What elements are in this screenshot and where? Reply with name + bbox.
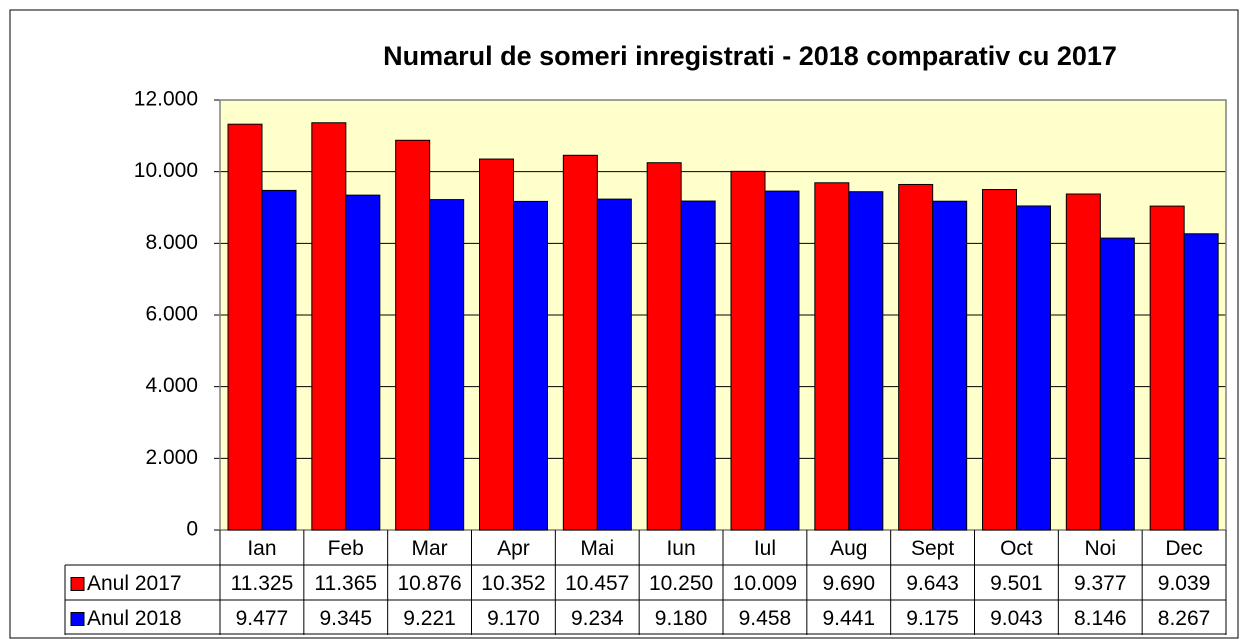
legend-swatch bbox=[70, 577, 85, 591]
bar bbox=[311, 122, 347, 531]
bar bbox=[227, 123, 263, 531]
x-tick-label: Noi bbox=[1084, 537, 1116, 560]
data-label: 8.267 bbox=[1158, 607, 1211, 630]
x-tick-label: Ian bbox=[247, 537, 276, 560]
data-label: 11.365 bbox=[314, 572, 377, 595]
data-label: 9.377 bbox=[1074, 572, 1127, 595]
bar bbox=[814, 182, 850, 531]
x-tick-label: Iun bbox=[666, 537, 695, 560]
chart-title: Numarul de someri inregistrati - 2018 co… bbox=[383, 41, 1117, 71]
bar bbox=[848, 191, 884, 531]
bar bbox=[395, 139, 431, 531]
bar bbox=[1149, 205, 1185, 531]
data-label: 9.458 bbox=[739, 607, 792, 630]
bar bbox=[513, 200, 548, 531]
data-label: 9.234 bbox=[571, 607, 624, 630]
bar bbox=[596, 198, 632, 531]
data-label: 9.221 bbox=[403, 607, 456, 630]
bar bbox=[932, 200, 968, 531]
x-tick-label: Iul bbox=[754, 537, 776, 560]
legend-swatch bbox=[70, 612, 85, 626]
data-label: 9.170 bbox=[487, 607, 540, 630]
y-tick-label: 2.000 bbox=[145, 446, 198, 469]
bar bbox=[562, 154, 598, 531]
bar bbox=[730, 170, 766, 531]
x-tick-label: Dec bbox=[1165, 537, 1202, 560]
y-tick-label: 6.000 bbox=[145, 303, 198, 326]
data-label: 9.175 bbox=[906, 607, 959, 630]
x-tick-label: Mar bbox=[411, 537, 447, 560]
bar bbox=[1065, 193, 1101, 531]
x-tick-label: Apr bbox=[497, 537, 530, 560]
y-tick-label: 8.000 bbox=[145, 231, 198, 254]
data-label: 10.009 bbox=[733, 572, 797, 595]
bar bbox=[429, 199, 465, 531]
bar bbox=[1183, 233, 1219, 531]
data-label: 9.501 bbox=[990, 572, 1043, 595]
bar bbox=[680, 200, 716, 531]
y-tick-label: 4.000 bbox=[145, 374, 198, 397]
data-label: 9.043 bbox=[990, 607, 1043, 630]
bar bbox=[646, 162, 682, 531]
bar bbox=[1099, 237, 1135, 531]
data-label: 9.441 bbox=[822, 607, 875, 630]
data-label: 10.250 bbox=[649, 572, 713, 595]
x-tick-label: Sept bbox=[911, 537, 954, 560]
bar bbox=[1016, 205, 1051, 531]
y-tick-label: 12.000 bbox=[134, 88, 198, 111]
data-label: 9.690 bbox=[822, 572, 875, 595]
data-label: 10.457 bbox=[565, 572, 629, 595]
y-tick-label: 10.000 bbox=[134, 159, 198, 182]
data-label: 9.477 bbox=[236, 607, 289, 630]
data-label: 10.352 bbox=[481, 572, 545, 595]
bar bbox=[764, 190, 800, 531]
data-label: 8.146 bbox=[1074, 607, 1127, 630]
data-label: 9.039 bbox=[1158, 572, 1211, 595]
data-label: 11.325 bbox=[231, 572, 294, 595]
y-tick-label: 0 bbox=[186, 518, 198, 541]
data-label: 9.345 bbox=[319, 607, 372, 630]
data-label: 9.180 bbox=[655, 607, 708, 630]
bar bbox=[479, 158, 514, 531]
bar bbox=[898, 183, 934, 531]
legend-label: Anul 2018 bbox=[87, 607, 182, 630]
x-tick-label: Mai bbox=[580, 537, 614, 560]
legend-label: Anul 2017 bbox=[87, 572, 182, 595]
bar bbox=[261, 189, 297, 531]
bar bbox=[345, 194, 381, 531]
x-tick-label: Aug bbox=[830, 537, 867, 560]
x-tick-label: Feb bbox=[328, 537, 364, 560]
data-label: 10.876 bbox=[397, 572, 461, 595]
bar bbox=[982, 189, 1017, 531]
data-label: 9.643 bbox=[906, 572, 959, 595]
x-tick-label: Oct bbox=[1000, 537, 1033, 560]
